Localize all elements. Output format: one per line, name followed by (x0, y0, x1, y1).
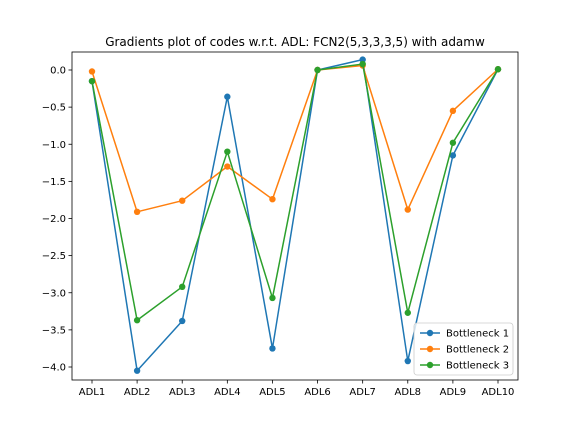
data-point (179, 197, 186, 204)
plot-series (88, 56, 502, 374)
data-point (179, 283, 186, 291)
data-point (224, 148, 231, 155)
legend-marker (426, 345, 434, 353)
y-tick-label: −1.0 (42, 140, 66, 151)
plot-frame (71, 51, 519, 381)
data-point (449, 107, 457, 115)
series-3 (88, 60, 502, 324)
x-tick-label: ADL2 (124, 387, 150, 398)
legend: Bottleneck 1 Bottleneck 2 Bottleneck 3 (413, 322, 514, 376)
legend-item: Bottleneck 2 (420, 345, 509, 356)
legend-marker (426, 329, 434, 337)
data-point (179, 317, 186, 325)
y-tick-label: −1.5 (42, 177, 66, 188)
data-point (269, 195, 276, 203)
data-point (404, 206, 411, 213)
data-point (224, 93, 231, 100)
data-point (359, 56, 366, 63)
y-tick-label: −4.0 (42, 363, 66, 374)
data-point (133, 208, 141, 216)
data-point (133, 317, 141, 324)
legend-marker (426, 361, 434, 369)
legend-label: Bottleneck 3 (446, 361, 509, 372)
y-tick-label: −3.5 (42, 325, 66, 336)
series-line (91, 64, 499, 213)
legend-item: Bottleneck 1 (420, 329, 509, 340)
data-point (314, 66, 321, 74)
y-tick-label: −2.0 (42, 214, 66, 225)
series-line (91, 63, 499, 321)
legend-item: Bottleneck 3 (420, 361, 509, 372)
data-point (359, 60, 366, 68)
chart-title: Gradients plot of codes w.r.t. ADL: FCN2… (105, 35, 485, 49)
y-tick-label: −0.5 (42, 103, 66, 114)
x-tick-label: ADL3 (169, 387, 195, 398)
legend-box (413, 322, 514, 376)
series-line (91, 58, 499, 372)
x-tick-label: ADL4 (214, 387, 240, 398)
data-point (494, 66, 502, 73)
legend-label: Bottleneck 2 (446, 345, 509, 356)
data-point (269, 294, 276, 302)
x-tick-label: ADL6 (304, 387, 330, 398)
data-point (88, 68, 96, 75)
data-point (449, 139, 457, 146)
data-point (224, 163, 231, 170)
y-tick-label: −3.0 (42, 288, 66, 299)
data-point (404, 309, 411, 316)
x-tick-label: ADL7 (349, 387, 375, 398)
legend-label: Bottleneck 1 (446, 329, 509, 340)
data-point (404, 357, 411, 365)
y-tick-label: 0.0 (50, 66, 66, 77)
x-tick-label: ADL8 (395, 387, 421, 398)
x-tick-label: ADL1 (79, 387, 105, 398)
x-tick-label: ADL5 (259, 387, 285, 398)
data-point (133, 367, 141, 374)
y-tick-label: −2.5 (42, 251, 66, 262)
data-point (269, 345, 276, 352)
data-point (88, 77, 96, 85)
x-tick-label: ADL9 (440, 387, 466, 398)
x-tick-label: ADL10 (482, 387, 515, 398)
data-point (449, 152, 457, 159)
axes: ADL1 ADL2 ADL3 ADL4 ADL5 ADL6 ADL7 ADL8 ADL9 ADL1… (42, 51, 519, 398)
